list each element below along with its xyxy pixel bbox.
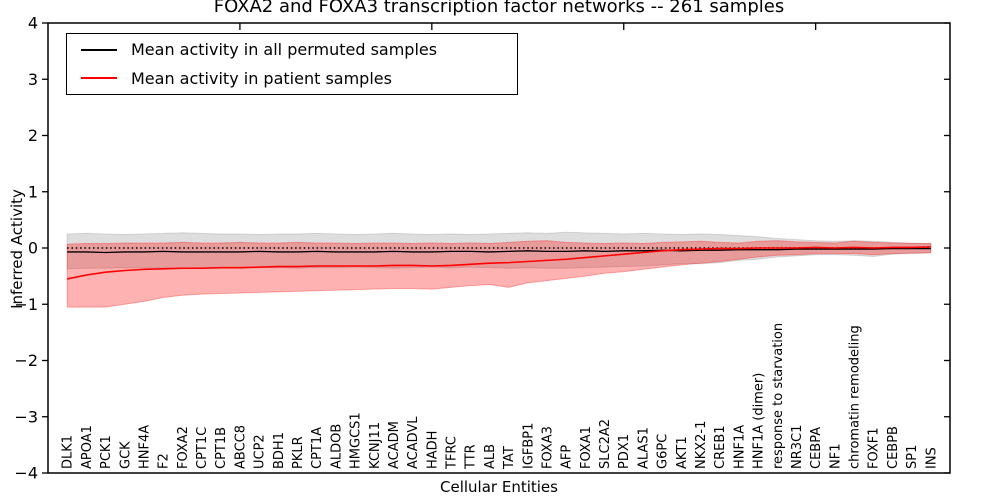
x-tick-label: FOXA3 <box>540 426 555 469</box>
x-tick-label: FOXA1 <box>579 426 594 469</box>
x-tick-label: HNF1A <box>732 425 747 469</box>
x-tick-label: ACADM <box>387 421 402 469</box>
x-tick-label: ALDOB <box>329 424 344 469</box>
x-tick-label: FOXA2 <box>176 426 191 469</box>
permuted-mean-line <box>67 247 931 254</box>
patient-confidence-band <box>66 240 932 308</box>
x-tick-label: ALB <box>483 444 498 469</box>
x-tick-label: IGFBP1 <box>521 423 536 469</box>
x-tick-label: CREB1 <box>713 425 728 469</box>
x-tick-label: APOA1 <box>80 425 95 469</box>
x-tick-label: INS <box>924 447 939 469</box>
permuted-line-sample <box>81 48 117 51</box>
x-tick-label: AFP <box>560 445 575 469</box>
x-tick-label: NF1 <box>828 444 843 469</box>
x-tick-label: TTR <box>464 444 479 470</box>
x-tick-label: KCNJ11 <box>368 422 383 469</box>
x-tick-label: DLK1 <box>61 435 76 469</box>
x-tick-label: TFRC <box>445 436 460 470</box>
y-tick-label: 1 <box>28 182 38 201</box>
x-tick-label: F2 <box>157 453 172 469</box>
y-tick-label: 3 <box>28 70 38 89</box>
y-tick-label: −3 <box>14 407 38 426</box>
y-tick-label: 4 <box>28 14 38 33</box>
legend: Mean activity in all permuted samples Me… <box>66 33 518 95</box>
x-tick-label: SP1 <box>905 445 920 469</box>
x-tick-label: CPT1A <box>310 427 325 469</box>
x-tick-label: HNF4A <box>137 425 152 469</box>
x-tick-label: AKT1 <box>675 436 690 469</box>
permuted-confidence-band <box>66 231 932 270</box>
x-tick-label: G6PC <box>656 434 671 469</box>
x-tick-label: chromatin remodeling <box>848 325 863 469</box>
x-tick-label: CEBPB <box>886 426 901 469</box>
y-tick-label: −4 <box>14 464 38 483</box>
x-tick-label: HMGCS1 <box>349 412 364 469</box>
x-tick-label: PKLR <box>291 436 306 469</box>
legend-row-patient: Mean activity in patient samples <box>67 65 517 91</box>
x-tick-label: GCK <box>118 441 133 469</box>
x-tick-label: BDH1 <box>272 432 287 469</box>
x-axis-label: Cellular Entities <box>440 478 558 496</box>
x-tick-label: ABCC8 <box>233 425 248 469</box>
legend-label-permuted: Mean activity in all permuted samples <box>131 40 438 60</box>
x-tick-label: SLC2A2 <box>598 419 613 469</box>
chart-title: FOXA2 and FOXA3 transcription factor net… <box>213 0 785 17</box>
legend-label-patient: Mean activity in patient samples <box>131 68 392 88</box>
x-tick-label: PCK1 <box>99 435 114 469</box>
x-tick-label: ALAS1 <box>636 427 651 469</box>
x-tick-label: CEBPA <box>809 427 824 469</box>
x-tick-label: PDX1 <box>617 434 632 469</box>
y-tick-label: 2 <box>28 126 38 145</box>
x-tick-label: HNF1A (dimer) <box>752 373 767 469</box>
x-tick-label: HADH <box>425 431 440 469</box>
x-tick-label: CPT1C <box>195 427 210 469</box>
y-tick-label: −2 <box>14 351 38 370</box>
y-tick-label: 0 <box>28 239 38 258</box>
x-tick-label: UCP2 <box>253 434 268 469</box>
x-tick-label: response to starvation <box>771 323 786 469</box>
legend-row-permuted: Mean activity in all permuted samples <box>67 37 517 63</box>
y-tick-label: −1 <box>14 295 38 314</box>
x-tick-label: NR3C1 <box>790 425 805 469</box>
x-tick-label: ACADVL <box>406 416 421 469</box>
patient-mean-line <box>67 246 931 280</box>
patient-line-sample <box>81 77 117 80</box>
x-tick-label: NKX2-1 <box>694 421 709 469</box>
x-tick-label: TAT <box>502 446 517 470</box>
x-tick-label: CPT1B <box>214 427 229 469</box>
x-tick-label: FOXF1 <box>867 427 882 469</box>
